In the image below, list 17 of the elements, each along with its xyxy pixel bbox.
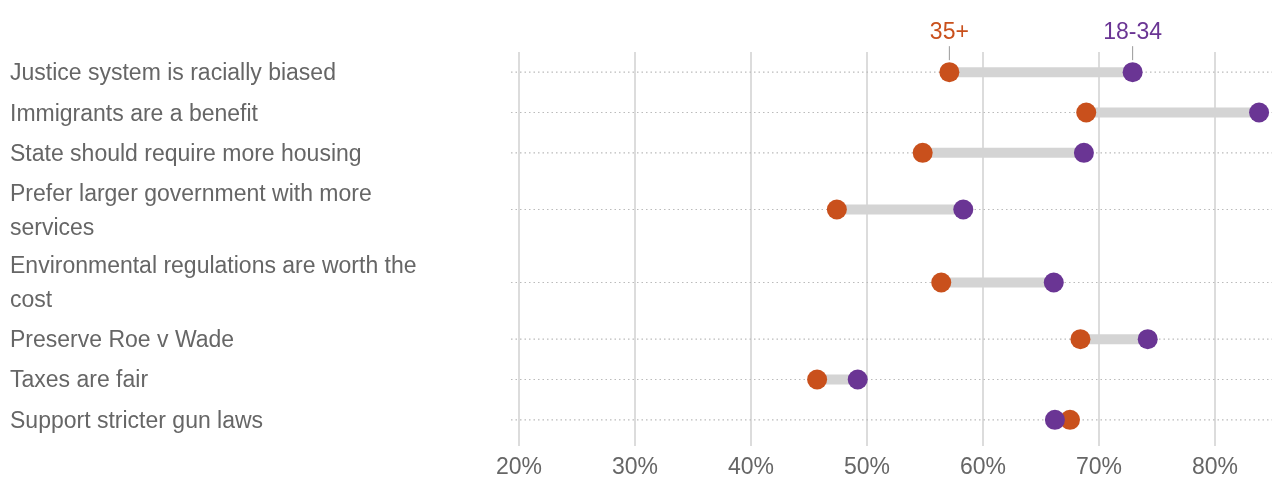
- x-tick-label: 80%: [1191, 453, 1239, 479]
- y-tick-label: Preserve Roe v Wade: [10, 326, 235, 353]
- y-tick-label: Taxes are fair: [10, 366, 149, 393]
- y-tick-label: State should require more housing: [10, 139, 362, 166]
- x-tick-label: 40%: [727, 453, 775, 479]
- x-tick-label: 50%: [843, 453, 891, 479]
- series-label: 35+: [929, 18, 969, 45]
- x-tick-label: 30%: [611, 453, 659, 479]
- x-tick-label: 70%: [1075, 453, 1123, 479]
- y-tick-label: Support stricter gun laws: [10, 406, 264, 433]
- y-tick-label: Justice system is racially biased: [10, 59, 336, 86]
- x-tick-label: 60%: [959, 453, 1007, 479]
- x-tick-label: 20%: [495, 453, 543, 479]
- y-tick-label: Immigrants are a benefit: [10, 99, 259, 126]
- y-tick-label: Environmental regulations are worth the cost: [10, 252, 417, 313]
- y-tick-label: Prefer larger government with more services: [10, 179, 372, 240]
- series-label: 18-34: [1103, 18, 1163, 45]
